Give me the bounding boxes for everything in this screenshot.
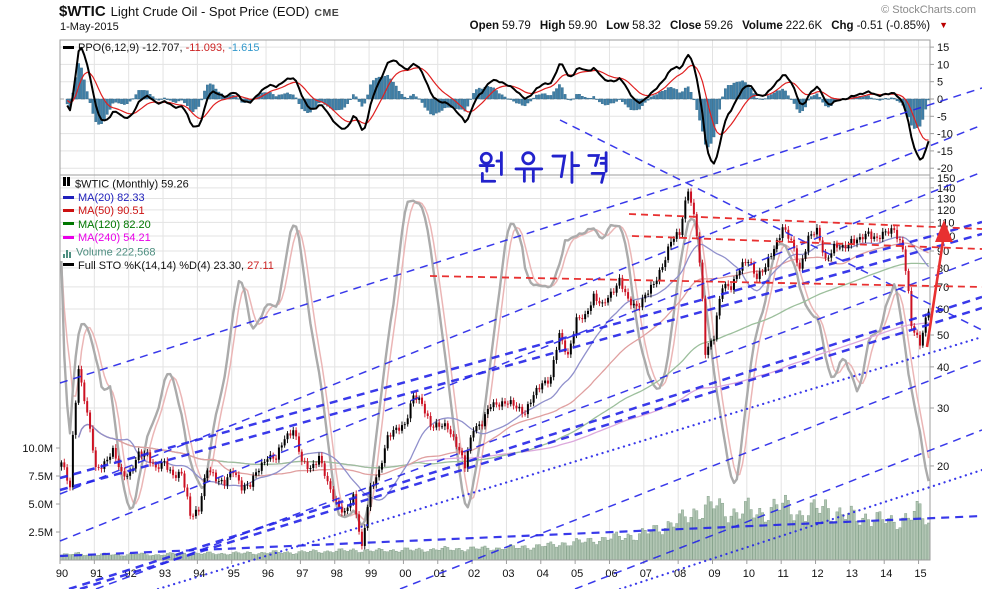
svg-text:2.5M: 2.5M — [29, 527, 53, 539]
chart-header: $WTIC Light Crude Oil - Spot Price (EOD) C… — [59, 3, 339, 20]
svg-text:50: 50 — [937, 330, 949, 342]
svg-text:97: 97 — [296, 568, 308, 580]
ma240-swatch — [63, 235, 74, 239]
svg-text:15: 15 — [937, 42, 949, 54]
svg-text:11: 11 — [777, 568, 788, 580]
svg-text:30: 30 — [937, 403, 949, 415]
svg-text:10: 10 — [937, 59, 949, 71]
chg-down-triangle-icon: ▼ — [939, 20, 948, 30]
ppo-signal-value: -11.093, — [185, 42, 226, 54]
svg-text:15: 15 — [914, 568, 926, 580]
chart-date: 1-May-2015 — [60, 21, 119, 33]
main-legend: $WTIC (Monthly) 59.26 MA(20) 82.33 MA(50… — [63, 177, 274, 273]
svg-text:06: 06 — [605, 568, 617, 580]
symbol: $WTIC — [59, 3, 106, 20]
stat-low: Low 58.32 — [606, 20, 661, 32]
svg-text:140: 140 — [937, 183, 955, 195]
volume-bars-icon — [63, 245, 72, 259]
svg-text:96: 96 — [262, 568, 274, 580]
svg-text:03: 03 — [502, 568, 514, 580]
gridlines — [59, 40, 930, 560]
legend-row-ma120: MA(120) 82.20 — [63, 219, 274, 232]
ppo-legend-text: PPO(6,12,9) -12.707, — [78, 42, 183, 54]
korean-annotation-glyphs — [478, 151, 608, 184]
ma20-swatch — [63, 195, 74, 199]
copyright: © StockCharts.com — [881, 4, 976, 16]
instrument-title: Light Crude Oil - Spot Price (EOD) — [110, 4, 310, 19]
legend-row-symbol: $WTIC (Monthly) 59.26 — [63, 177, 274, 192]
ma50-swatch — [63, 209, 74, 213]
svg-text:-15: -15 — [937, 146, 953, 158]
stat-open: Open 59.79 — [469, 20, 531, 32]
svg-text:08: 08 — [674, 568, 686, 580]
svg-text:13: 13 — [846, 568, 858, 580]
legend-row-ma20: MA(20) 82.33 — [63, 192, 274, 205]
svg-text:04: 04 — [537, 568, 549, 580]
exchange-label: CME — [314, 7, 340, 19]
svg-text:7.5M: 7.5M — [29, 471, 53, 483]
svg-text:98: 98 — [331, 568, 343, 580]
legend-row-ma50: MA(50) 90.51 — [63, 205, 274, 218]
stat-chg: Chg -0.51 (-0.85%) — [831, 20, 931, 32]
svg-text:10.0M: 10.0M — [22, 443, 53, 455]
stat-volume: Volume 222.6K — [742, 20, 823, 32]
svg-text:95: 95 — [228, 568, 240, 580]
svg-text:14: 14 — [880, 568, 892, 580]
legend-row-volume: Volume 222,568 — [63, 246, 274, 260]
sto-swatch — [63, 263, 74, 267]
svg-text:99: 99 — [365, 568, 377, 580]
candlestick-icon — [63, 177, 71, 190]
svg-text:10: 10 — [743, 568, 755, 580]
svg-text:07: 07 — [640, 568, 652, 580]
svg-text:02: 02 — [468, 568, 480, 580]
svg-text:05: 05 — [571, 568, 583, 580]
legend-row-ma240: MA(240) 54.21 — [63, 232, 274, 245]
svg-text:40: 40 — [937, 362, 949, 374]
axis-labels: 151050-5-10-15-2015014013012011010090807… — [22, 42, 955, 580]
ppo-hist-value: -1.615 — [228, 42, 260, 54]
hand-drawn-annotations — [59, 87, 982, 589]
svg-text:-10: -10 — [937, 129, 953, 141]
svg-text:00: 00 — [399, 568, 411, 580]
svg-text:150: 150 — [937, 173, 955, 185]
svg-text:-20: -20 — [937, 163, 953, 175]
ppo-legend: PPO(6,12,9) -12.707, -11.093, -1.615 — [63, 42, 259, 54]
ppo-line-swatch — [63, 45, 74, 49]
svg-text:-5: -5 — [937, 111, 947, 123]
svg-text:120: 120 — [937, 205, 955, 217]
svg-text:12: 12 — [811, 568, 823, 580]
svg-text:91: 91 — [90, 568, 102, 580]
ma120-swatch — [63, 222, 74, 226]
svg-text:93: 93 — [159, 568, 171, 580]
ppo-indicator-panel — [65, 46, 930, 165]
svg-text:5.0M: 5.0M — [29, 499, 53, 511]
svg-text:5: 5 — [937, 77, 943, 89]
stat-close: Close 59.26 — [669, 20, 734, 32]
svg-text:110: 110 — [937, 217, 955, 229]
svg-text:20: 20 — [937, 461, 949, 473]
svg-text:09: 09 — [708, 568, 720, 580]
svg-text:0: 0 — [937, 94, 943, 106]
svg-text:70: 70 — [937, 282, 949, 294]
svg-text:130: 130 — [937, 193, 955, 205]
ohlc-stats: Open 59.79 High 59.90 Low 58.32 Close 59.26 … — [470, 20, 948, 32]
stat-high: High 59.90 — [539, 20, 598, 32]
panel-borders — [59, 39, 931, 561]
svg-text:90: 90 — [56, 568, 68, 580]
legend-row-sto: Full STO %K(14,14) %D(4) 23.30, 27.11 — [63, 260, 274, 273]
